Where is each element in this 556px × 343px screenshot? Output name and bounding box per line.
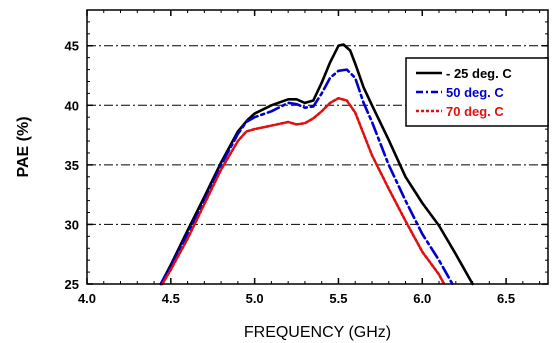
x-tick-label: 6.0 [413, 291, 431, 306]
y-tick-label: 45 [65, 39, 79, 54]
series-line-2 [159, 68, 454, 286]
y-tick-label: 25 [65, 277, 79, 292]
legend-label-1: - 25 deg. C [446, 66, 512, 81]
legend-label-2: 50 deg. C [446, 85, 504, 100]
tick-labels: 25 30 35 40 45 4.0 4.5 5.0 5.5 6.0 6.5 [65, 39, 516, 306]
grid-lines [87, 45, 548, 225]
y-tick-label: 35 [65, 158, 79, 173]
x-axis-title: FREQUENCY (GHz) [244, 324, 391, 341]
x-tick-label: 4.0 [78, 291, 96, 306]
series-layer [159, 43, 474, 286]
plot-frame [86, 9, 549, 285]
legend: - 25 deg. C 50 deg. C 70 deg. C [405, 57, 549, 127]
x-tick-label: 6.5 [497, 291, 515, 306]
legend-label-3: 70 deg. C [446, 104, 504, 119]
x-tick-label: 5.5 [329, 291, 347, 306]
axis-ticks [86, 10, 548, 285]
series-line-3 [161, 96, 446, 286]
x-tick-label: 4.5 [162, 291, 180, 306]
y-tick-label: 30 [65, 217, 79, 232]
legend-box [405, 57, 549, 127]
y-tick-label: 40 [65, 98, 79, 113]
x-tick-label: 5.0 [246, 291, 264, 306]
y-axis-title: PAE (%) [15, 116, 32, 177]
